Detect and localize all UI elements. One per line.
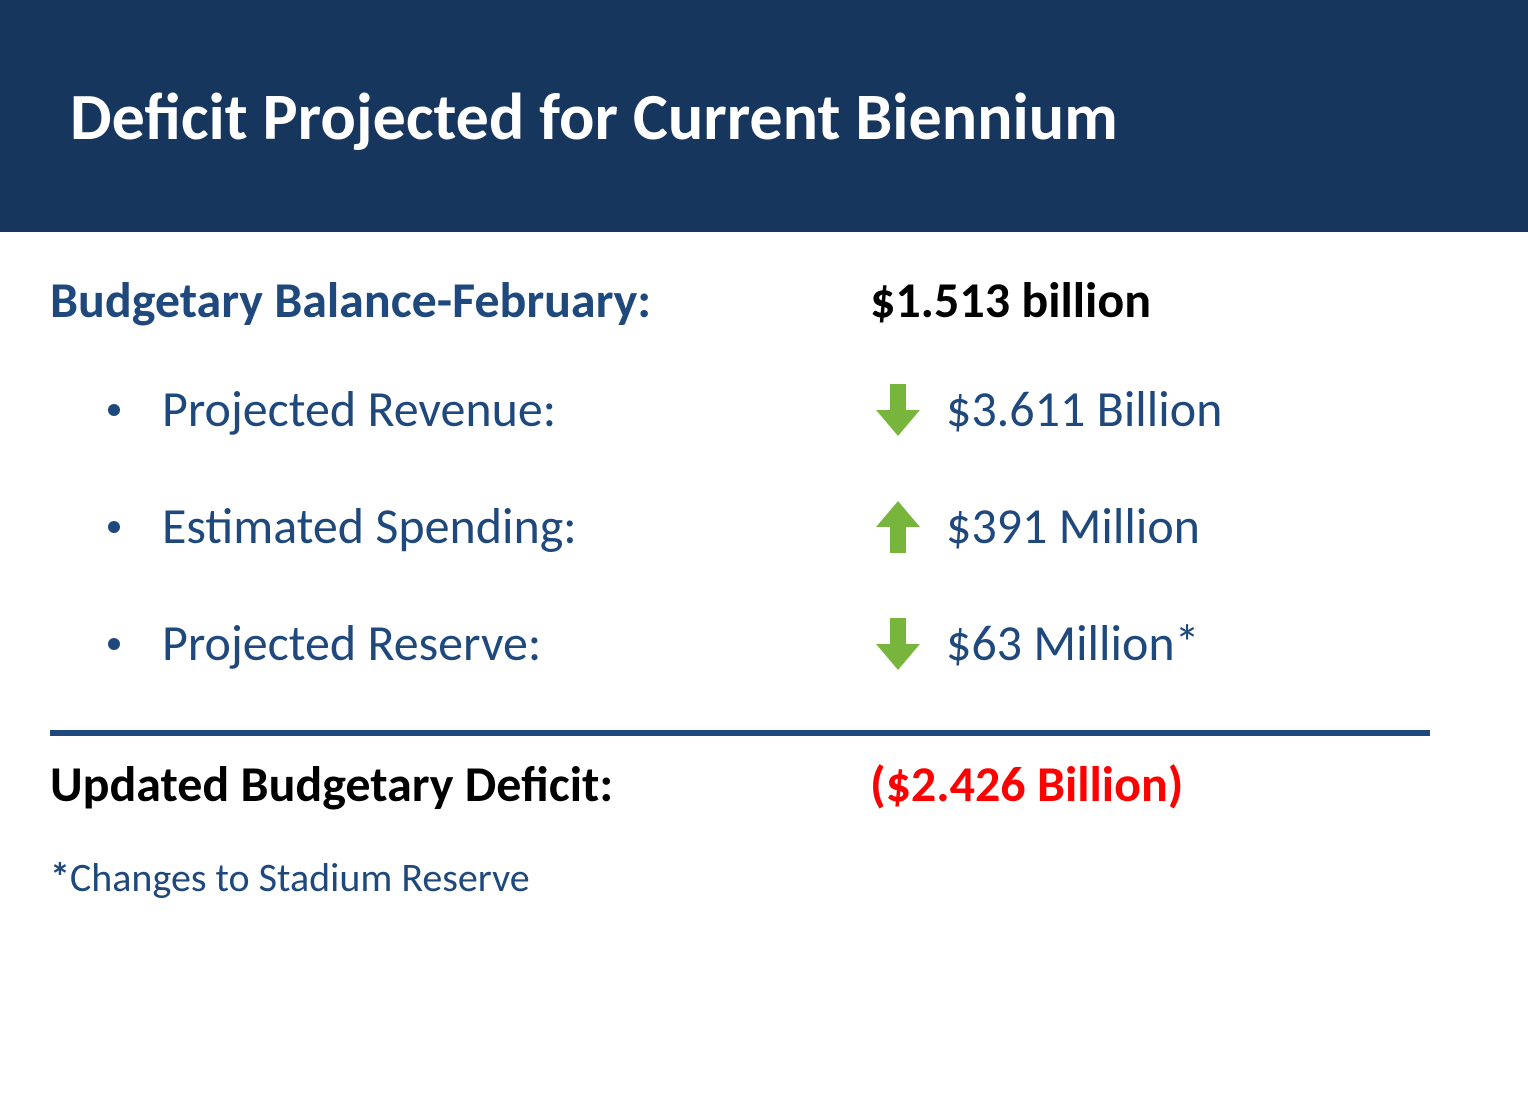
item-row-reserve: Projected Reserve: $63 Million* (108, 613, 1478, 674)
footnote-star: * (50, 853, 70, 902)
deficit-value: ($2.426 Billion) (870, 754, 1183, 815)
item-label: Projected Revenue: (162, 379, 868, 440)
item-row-revenue: Projected Revenue: $3.611 Billion (108, 379, 1478, 440)
title-band: Deficit Projected for Current Biennium (0, 0, 1528, 232)
bullet-icon (108, 638, 120, 650)
bullet-icon (108, 404, 120, 416)
deficit-label: Updated Budgetary Deficit: (50, 754, 870, 815)
item-value: $391 Million (928, 496, 1200, 557)
arrow-down-icon (868, 384, 928, 436)
item-row-spending: Estimated Spending: $391 Million (108, 496, 1478, 557)
divider-line (50, 730, 1430, 736)
bullet-icon (108, 521, 120, 533)
footnote-text: Changes to Stadium Reserve (70, 853, 530, 902)
item-label: Estimated Spending: (162, 496, 868, 557)
slide: Deficit Projected for Current Biennium B… (0, 0, 1528, 1102)
deficit-row: Updated Budgetary Deficit: ($2.426 Billi… (50, 754, 1478, 815)
summary-row: Budgetary Balance-February: $1.513 billi… (50, 270, 1478, 331)
summary-label: Budgetary Balance-February: (50, 270, 870, 331)
summary-value: $1.513 billion (870, 270, 1151, 331)
items-list: Projected Revenue: $3.611 Billion Estima… (50, 379, 1478, 674)
item-value: $3.611 Billion (928, 379, 1222, 440)
arrow-down-icon (868, 618, 928, 670)
item-value: $63 Million* (928, 613, 1200, 674)
footnote: *Changes to Stadium Reserve (50, 853, 1478, 902)
slide-title: Deficit Projected for Current Biennium (70, 76, 1118, 157)
slide-body: Budgetary Balance-February: $1.513 billi… (0, 232, 1528, 902)
arrow-up-icon (868, 501, 928, 553)
item-label: Projected Reserve: (162, 613, 868, 674)
